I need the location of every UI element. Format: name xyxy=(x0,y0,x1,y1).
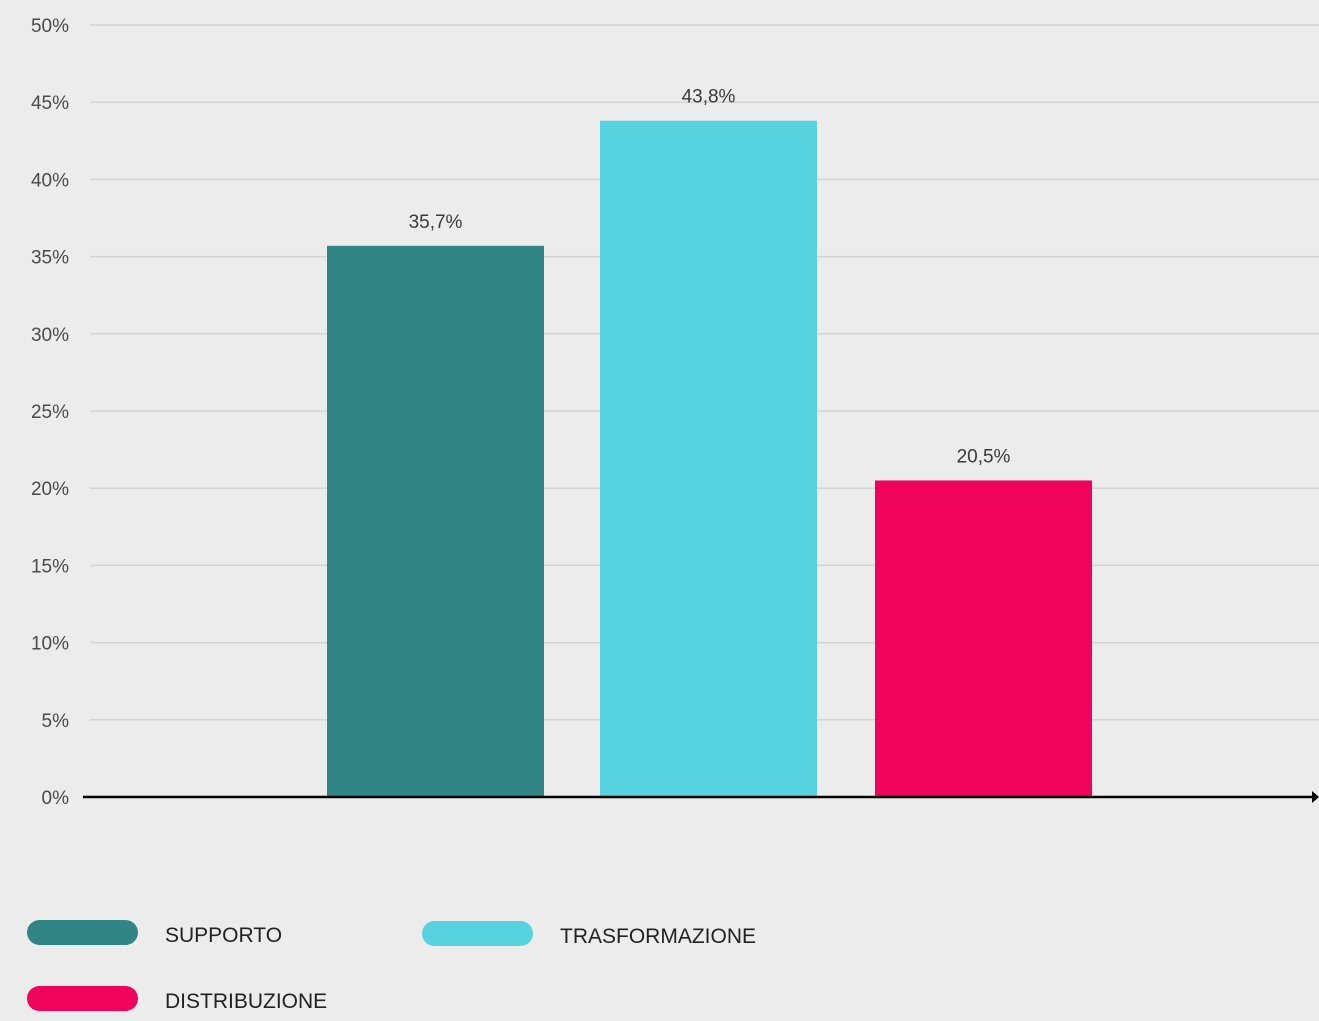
y-tick-label: 15% xyxy=(31,556,69,577)
x-axis xyxy=(83,791,1319,803)
bar-supporto xyxy=(327,245,544,798)
legend-label-distribuzione: DISTRIBUZIONE xyxy=(165,990,327,1013)
y-tick-label: 25% xyxy=(31,402,69,423)
bars xyxy=(327,120,1092,798)
y-tick-label: 20% xyxy=(31,479,69,500)
y-tick-label: 45% xyxy=(31,93,69,114)
legend-label-supporto: SUPPORTO xyxy=(165,924,282,947)
y-tick-label: 5% xyxy=(42,711,70,732)
bar-trasformazione xyxy=(600,120,817,797)
y-tick-label: 10% xyxy=(31,634,69,655)
legend-label-trasformazione: TRASFORMAZIONE xyxy=(560,925,756,948)
y-tick-label: 35% xyxy=(31,248,69,269)
data-label: 43,8% xyxy=(682,87,736,108)
y-tick-label: 50% xyxy=(31,16,69,37)
data-labels: 35,7% 43,8% 20,5% xyxy=(409,87,1011,468)
legend-swatch-trasformazione xyxy=(422,921,533,946)
legend-swatch-distribuzione xyxy=(27,986,138,1011)
x-axis-arrow xyxy=(1312,791,1319,803)
y-tick-label: 0% xyxy=(42,788,70,809)
data-label: 20,5% xyxy=(957,446,1011,467)
bar-distribuzione xyxy=(875,480,1092,797)
y-axis-ticks: 0% 5% 10% 15% 20% 25% 30% 35% 40% 45% 50% xyxy=(31,16,69,809)
legend: SUPPORTO TRASFORMAZIONE DISTRIBUZIONE xyxy=(27,920,756,1013)
data-label: 35,7% xyxy=(409,212,463,233)
y-tick-label: 40% xyxy=(31,170,69,191)
legend-swatch-supporto xyxy=(27,920,138,945)
y-tick-label: 30% xyxy=(31,325,69,346)
